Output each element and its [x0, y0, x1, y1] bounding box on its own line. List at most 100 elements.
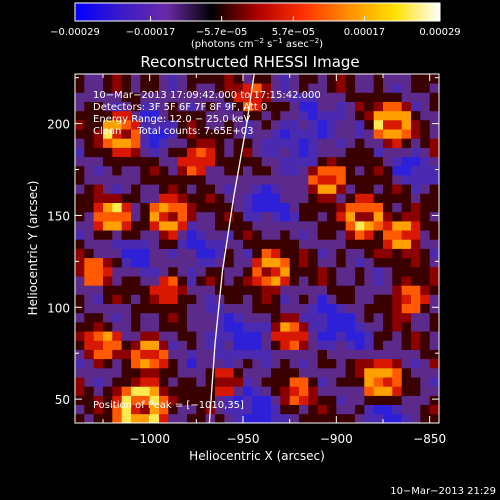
- heatmap-cell: [112, 294, 122, 304]
- heatmap-cell: [93, 239, 104, 249]
- heatmap-cell: [168, 248, 178, 259]
- heatmap-cell: [159, 74, 169, 84]
- heatmap-cell: [420, 138, 430, 148]
- heatmap-cell: [289, 266, 300, 277]
- heatmap-cell: [373, 230, 384, 240]
- heatmap-cell: [327, 165, 337, 176]
- heatmap-cell: [121, 147, 132, 158]
- heatmap-cell: [289, 285, 300, 295]
- heatmap-cell: [215, 74, 225, 84]
- heatmap-cell: [159, 377, 169, 387]
- heatmap-cell: [131, 83, 141, 93]
- heatmap-cell: [373, 413, 384, 423]
- solar-limb-curve: [208, 74, 255, 423]
- heatmap-cell: [392, 303, 402, 314]
- heatmap-cell: [187, 239, 197, 249]
- heatmap-cell: [93, 266, 104, 277]
- heatmap-cell: [308, 303, 318, 314]
- heatmap-cell: [224, 184, 234, 194]
- heatmap-cell: [355, 211, 365, 222]
- heatmap-cell: [364, 74, 374, 84]
- heatmap-cell: [345, 358, 356, 369]
- heatmap-cell: [75, 202, 85, 213]
- heatmap-cell: [75, 147, 85, 158]
- y-tick-label: 100: [47, 301, 70, 315]
- heatmap-cell: [401, 92, 412, 102]
- heatmap-cell: [420, 395, 430, 405]
- heatmap-cell: [140, 175, 150, 185]
- heatmap-cell: [140, 184, 150, 194]
- heatmap-cell: [177, 285, 188, 295]
- heatmap-cell: [308, 147, 318, 158]
- heatmap-cell: [401, 285, 412, 295]
- heatmap-cell: [196, 248, 206, 259]
- heatmap-cell: [252, 377, 262, 387]
- heatmap-cell: [299, 358, 309, 369]
- heatmap-cell: [196, 211, 206, 222]
- heatmap-cell: [373, 202, 384, 213]
- heatmap-cell: [252, 92, 262, 102]
- heatmap-cell: [233, 349, 244, 360]
- heatmap-cell: [420, 294, 430, 304]
- heatmap-cell: [364, 147, 374, 158]
- heatmap-cell: [280, 92, 290, 102]
- heatmap-cell: [280, 248, 290, 259]
- heatmap-cell: [420, 276, 430, 286]
- heatmap-cell: [187, 294, 197, 304]
- heatmap-cell: [336, 276, 346, 286]
- heatmap-cell: [233, 92, 244, 102]
- heatmap-cell: [429, 358, 439, 369]
- heatmap-cell: [261, 331, 272, 341]
- heatmap-cell: [149, 386, 160, 396]
- heatmap-cell: [159, 276, 169, 286]
- heatmap-cell: [392, 248, 402, 259]
- heatmap-cell: [75, 129, 85, 139]
- heatmap-cell: [140, 386, 150, 396]
- heatmap-cell: [392, 110, 402, 121]
- heatmap-cell: [140, 193, 150, 203]
- heatmap-cell: [411, 101, 421, 112]
- heatmap-cell: [429, 193, 439, 203]
- heatmap-cell: [280, 211, 290, 222]
- heatmap-cell: [289, 395, 300, 405]
- heatmap-cell: [429, 257, 439, 268]
- heatmap-cell: [140, 276, 150, 286]
- heatmap-cell: [233, 248, 244, 259]
- heatmap-cell: [205, 83, 216, 93]
- heatmap-cell: [355, 119, 365, 130]
- heatmap-cell: [308, 349, 318, 360]
- heatmap-cell: [429, 211, 439, 222]
- heatmap-cell: [392, 83, 402, 93]
- heatmap-cell: [149, 367, 160, 378]
- heatmap-cell: [177, 257, 188, 268]
- heatmap-cell: [364, 413, 374, 423]
- heatmap-cell: [84, 349, 94, 360]
- heatmap-cell: [355, 340, 365, 350]
- heatmap-cell: [429, 322, 439, 332]
- colorbar: −0.00029 −0.00017 −5.7e−05 5.7e−05 0.00017 0.…: [50, 2, 461, 50]
- heatmap-cell: [392, 119, 402, 130]
- heatmap-cell: [411, 276, 421, 286]
- heatmap-cell: [355, 129, 365, 139]
- heatmap-cell: [429, 119, 439, 130]
- heatmap-cell: [308, 248, 318, 259]
- heatmap-cell: [121, 74, 132, 84]
- heatmap-cell: [140, 358, 150, 369]
- colorbar-tick-label: −5.7e−05: [196, 27, 248, 38]
- heatmap-cell: [112, 276, 122, 286]
- heatmap-cell: [252, 395, 262, 405]
- heatmap-cell: [252, 165, 262, 176]
- heatmap-cell: [75, 367, 85, 378]
- heatmap-cell: [261, 257, 272, 268]
- heatmap-cell: [121, 404, 132, 415]
- heatmap-cell: [317, 211, 328, 222]
- heatmap-cell: [373, 193, 384, 203]
- heatmap-cell: [196, 129, 206, 139]
- heatmap-cell: [420, 119, 430, 130]
- heatmap-cell: [149, 349, 160, 360]
- annotation-peak: Position of Peak = [−1010,35]: [93, 400, 244, 411]
- heatmap-cell: [84, 413, 94, 423]
- heatmap-cell: [233, 303, 244, 314]
- heatmap-cell: [159, 184, 169, 194]
- heatmap-cell: [252, 184, 262, 194]
